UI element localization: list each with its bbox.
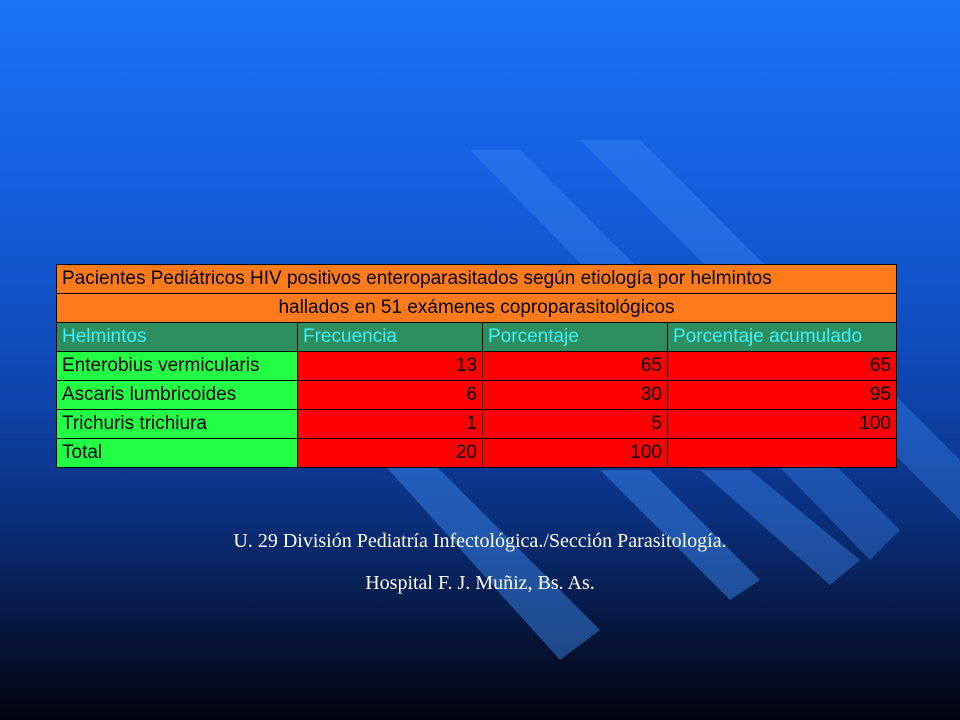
total-porcentaje-acumulado-cell [667, 438, 897, 468]
porcentaje-acumulado-cell: 95 [667, 380, 897, 410]
source-caption-line2: Hospital F. J. Muñiz, Bs. As. [365, 572, 595, 594]
table-row: Ascaris lumbricoides 6 30 95 [56, 380, 897, 410]
column-header-porcentaje-acumulado: Porcentaje acumulado [667, 322, 897, 352]
decorative-stripe [600, 470, 760, 600]
total-label: Total [56, 438, 298, 468]
table-header-row: Helmintos Frecuencia Porcentaje Porcenta… [56, 322, 897, 352]
column-header-helmintos: Helmintos [56, 322, 298, 352]
total-frecuencia-cell: 20 [297, 438, 483, 468]
decorative-stripe [700, 470, 860, 585]
row-label: Ascaris lumbricoides [56, 380, 298, 410]
porcentaje-acumulado-cell: 65 [667, 351, 897, 381]
porcentaje-acumulado-cell: 100 [667, 409, 897, 439]
frecuencia-cell: 6 [297, 380, 483, 410]
row-label: Trichuris trichiura [56, 409, 298, 439]
helmintos-table: Pacientes Pediátricos HIV positivos ente… [56, 264, 897, 468]
table-row: Enterobius vermicularis 13 65 65 [56, 351, 897, 381]
source-caption-line1: U. 29 División Pediatría Infectológica./… [233, 530, 727, 552]
table-subtitle: hallados en 51 exámenes coproparasitológ… [56, 293, 897, 323]
column-header-frecuencia: Frecuencia [297, 322, 483, 352]
frecuencia-cell: 13 [297, 351, 483, 381]
total-porcentaje-cell: 100 [482, 438, 668, 468]
table-subtitle-row: hallados en 51 exámenes coproparasitológ… [56, 293, 897, 323]
table-total-row: Total 20 100 [56, 438, 897, 468]
porcentaje-cell: 30 [482, 380, 668, 410]
row-label: Enterobius vermicularis [56, 351, 298, 381]
table-row: Trichuris trichiura 1 5 100 [56, 409, 897, 439]
porcentaje-cell: 5 [482, 409, 668, 439]
porcentaje-cell: 65 [482, 351, 668, 381]
frecuencia-cell: 1 [297, 409, 483, 439]
decorative-stripe [380, 460, 600, 660]
table-title: Pacientes Pediátricos HIV positivos ente… [56, 264, 897, 294]
column-header-porcentaje: Porcentaje [482, 322, 668, 352]
table-title-row: Pacientes Pediátricos HIV positivos ente… [56, 264, 897, 294]
